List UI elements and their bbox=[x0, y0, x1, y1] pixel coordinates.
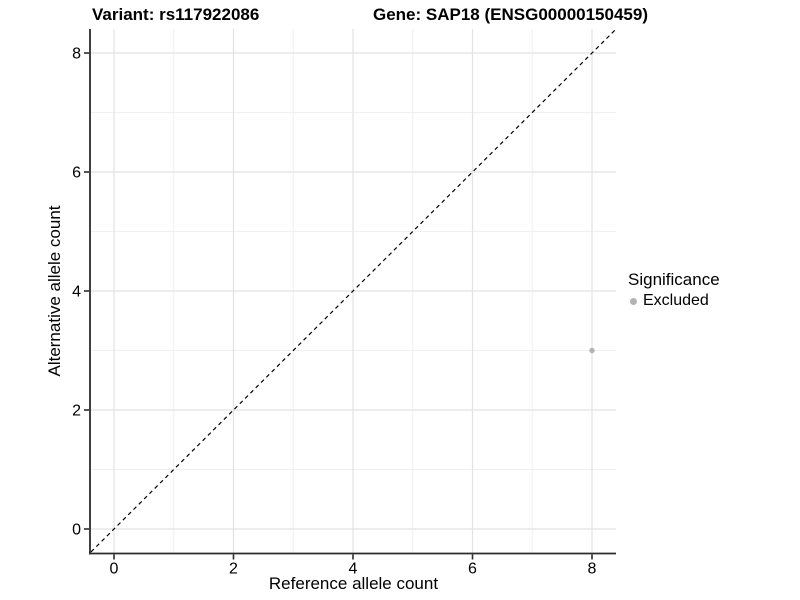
legend: Significance Excluded bbox=[628, 271, 720, 310]
legend-item-label: Excluded bbox=[643, 292, 709, 309]
x-tick-label: 8 bbox=[588, 561, 597, 578]
data-point bbox=[589, 347, 595, 354]
y-tick-label: 2 bbox=[72, 403, 81, 420]
x-tick-label: 4 bbox=[349, 561, 358, 578]
x-tick-label: 2 bbox=[229, 561, 238, 578]
y-axis-title: Alternative allele count bbox=[45, 205, 64, 377]
legend-item-excluded: Excluded bbox=[628, 292, 720, 310]
y-tick-label: 8 bbox=[72, 46, 81, 63]
x-axis-title: Reference allele count bbox=[268, 574, 439, 593]
identity-line bbox=[90, 28, 617, 553]
y-tick-label: 6 bbox=[72, 165, 81, 182]
plot-title-gene: Gene: SAP18 (ENSG00000150459) bbox=[373, 5, 648, 24]
y-tick-label: 0 bbox=[72, 522, 81, 539]
plot-title-variant: Variant: rs117922086 bbox=[92, 5, 260, 24]
legend-key-dot-icon bbox=[630, 297, 637, 305]
y-tick-label: 4 bbox=[72, 284, 81, 301]
x-tick-label: 0 bbox=[110, 561, 119, 578]
x-tick-label: 6 bbox=[468, 561, 477, 578]
legend-title: Significance bbox=[628, 270, 720, 289]
